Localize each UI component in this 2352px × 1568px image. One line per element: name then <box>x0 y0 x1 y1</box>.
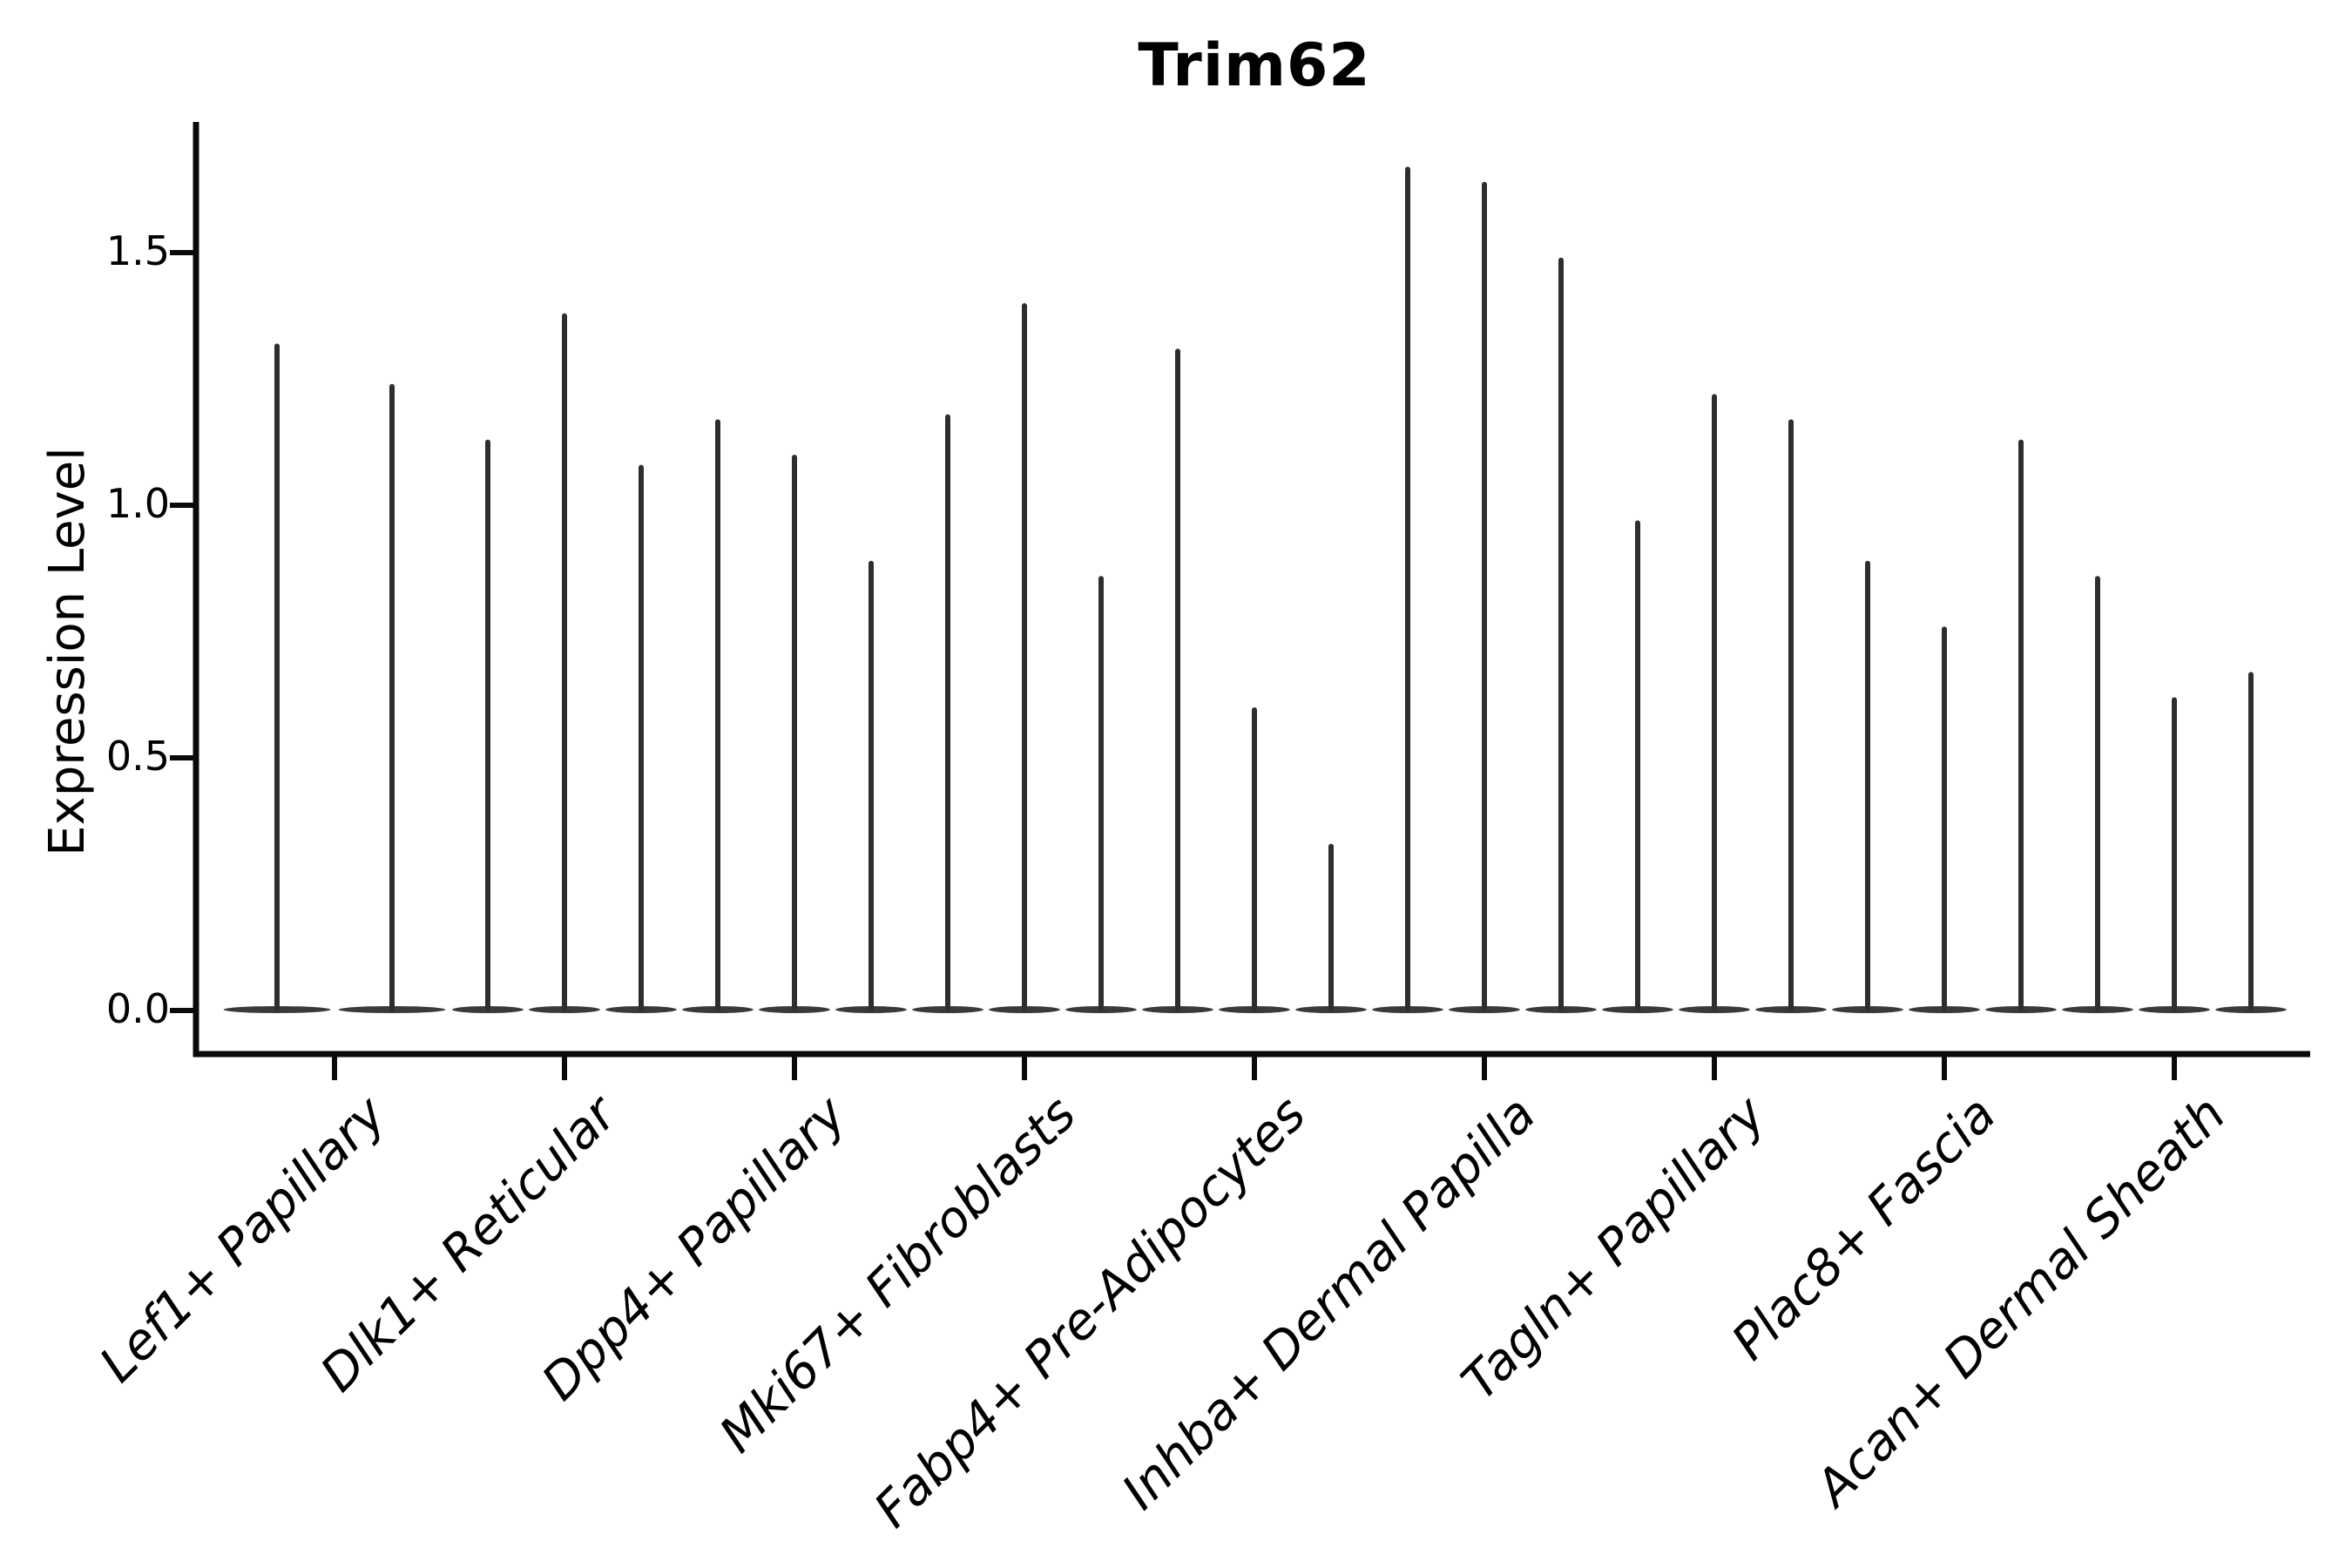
y-tick-label: 1.5 <box>105 226 170 274</box>
y-tick-label: 0.5 <box>105 732 170 780</box>
chart-title: Trim62 <box>1138 31 1371 100</box>
y-tick-label: 0.0 <box>105 984 170 1032</box>
y-tick-label: 1.0 <box>105 479 170 527</box>
y-axis-label: Expression Level <box>39 447 96 856</box>
